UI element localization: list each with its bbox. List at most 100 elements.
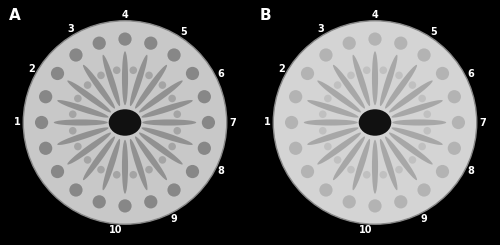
Ellipse shape [113, 171, 120, 179]
Ellipse shape [334, 81, 342, 89]
Ellipse shape [324, 143, 332, 150]
Text: 3: 3 [318, 24, 324, 34]
Ellipse shape [308, 127, 358, 145]
Text: 9: 9 [420, 214, 428, 224]
Ellipse shape [122, 51, 128, 105]
Ellipse shape [144, 37, 158, 50]
Ellipse shape [142, 127, 192, 145]
Ellipse shape [139, 80, 182, 112]
Ellipse shape [372, 51, 378, 105]
Ellipse shape [39, 142, 52, 155]
Ellipse shape [58, 100, 108, 118]
Ellipse shape [389, 133, 432, 165]
Ellipse shape [135, 136, 167, 180]
Ellipse shape [139, 133, 182, 165]
Ellipse shape [102, 55, 120, 106]
Ellipse shape [174, 127, 181, 135]
Ellipse shape [318, 133, 361, 165]
Ellipse shape [285, 116, 298, 129]
Ellipse shape [334, 156, 342, 164]
Ellipse shape [301, 67, 314, 80]
Ellipse shape [301, 165, 314, 178]
Ellipse shape [145, 166, 153, 173]
Text: 5: 5 [430, 27, 437, 37]
Text: 10: 10 [109, 225, 122, 235]
Ellipse shape [394, 37, 407, 50]
Ellipse shape [347, 166, 355, 173]
Text: 7: 7 [230, 118, 236, 127]
Ellipse shape [70, 49, 82, 62]
Text: 6: 6 [468, 69, 474, 79]
Ellipse shape [58, 127, 108, 145]
Ellipse shape [118, 32, 132, 46]
Text: 8: 8 [468, 166, 474, 176]
Text: 10: 10 [359, 225, 372, 235]
Ellipse shape [304, 120, 358, 125]
Ellipse shape [158, 81, 166, 89]
Ellipse shape [202, 116, 215, 129]
Ellipse shape [274, 21, 476, 224]
Text: 9: 9 [170, 214, 177, 224]
Ellipse shape [92, 195, 106, 208]
Ellipse shape [35, 116, 48, 129]
Ellipse shape [418, 95, 426, 102]
Ellipse shape [198, 90, 211, 103]
Ellipse shape [97, 72, 105, 79]
Ellipse shape [418, 143, 426, 150]
Ellipse shape [84, 81, 92, 89]
Ellipse shape [118, 199, 132, 212]
Text: 1: 1 [14, 118, 20, 127]
Text: 2: 2 [278, 64, 285, 74]
Ellipse shape [135, 65, 167, 109]
Ellipse shape [319, 110, 326, 118]
Ellipse shape [289, 90, 302, 103]
Ellipse shape [186, 165, 199, 178]
Ellipse shape [347, 72, 355, 79]
Ellipse shape [380, 139, 398, 190]
Ellipse shape [92, 37, 106, 50]
Ellipse shape [352, 55, 370, 106]
Ellipse shape [318, 80, 361, 112]
Ellipse shape [130, 55, 148, 106]
Ellipse shape [102, 139, 120, 190]
Ellipse shape [436, 67, 449, 80]
Ellipse shape [168, 49, 180, 62]
Ellipse shape [69, 127, 76, 135]
Ellipse shape [342, 37, 356, 50]
Ellipse shape [333, 136, 365, 180]
Ellipse shape [97, 166, 105, 173]
Ellipse shape [418, 49, 430, 62]
Ellipse shape [174, 110, 181, 118]
Ellipse shape [186, 67, 199, 80]
Ellipse shape [39, 90, 52, 103]
Ellipse shape [74, 95, 82, 102]
Text: 2: 2 [28, 64, 35, 74]
Ellipse shape [113, 66, 120, 74]
Ellipse shape [142, 120, 196, 125]
Ellipse shape [424, 110, 431, 118]
Text: 7: 7 [480, 118, 486, 127]
Ellipse shape [158, 156, 166, 164]
Ellipse shape [130, 171, 137, 179]
Ellipse shape [289, 142, 302, 155]
Ellipse shape [68, 80, 111, 112]
Ellipse shape [408, 81, 416, 89]
Ellipse shape [418, 183, 430, 196]
Ellipse shape [320, 49, 332, 62]
Ellipse shape [363, 171, 370, 179]
Ellipse shape [452, 116, 465, 129]
Ellipse shape [392, 120, 446, 125]
Ellipse shape [319, 127, 326, 135]
Text: 5: 5 [180, 27, 187, 37]
Ellipse shape [380, 55, 398, 106]
Ellipse shape [380, 171, 387, 179]
Text: 1: 1 [264, 118, 270, 127]
Ellipse shape [342, 195, 356, 208]
Ellipse shape [24, 21, 226, 224]
Ellipse shape [54, 120, 108, 125]
Ellipse shape [408, 156, 416, 164]
Ellipse shape [108, 109, 142, 136]
Ellipse shape [395, 166, 403, 173]
Ellipse shape [70, 183, 82, 196]
Ellipse shape [142, 100, 192, 118]
